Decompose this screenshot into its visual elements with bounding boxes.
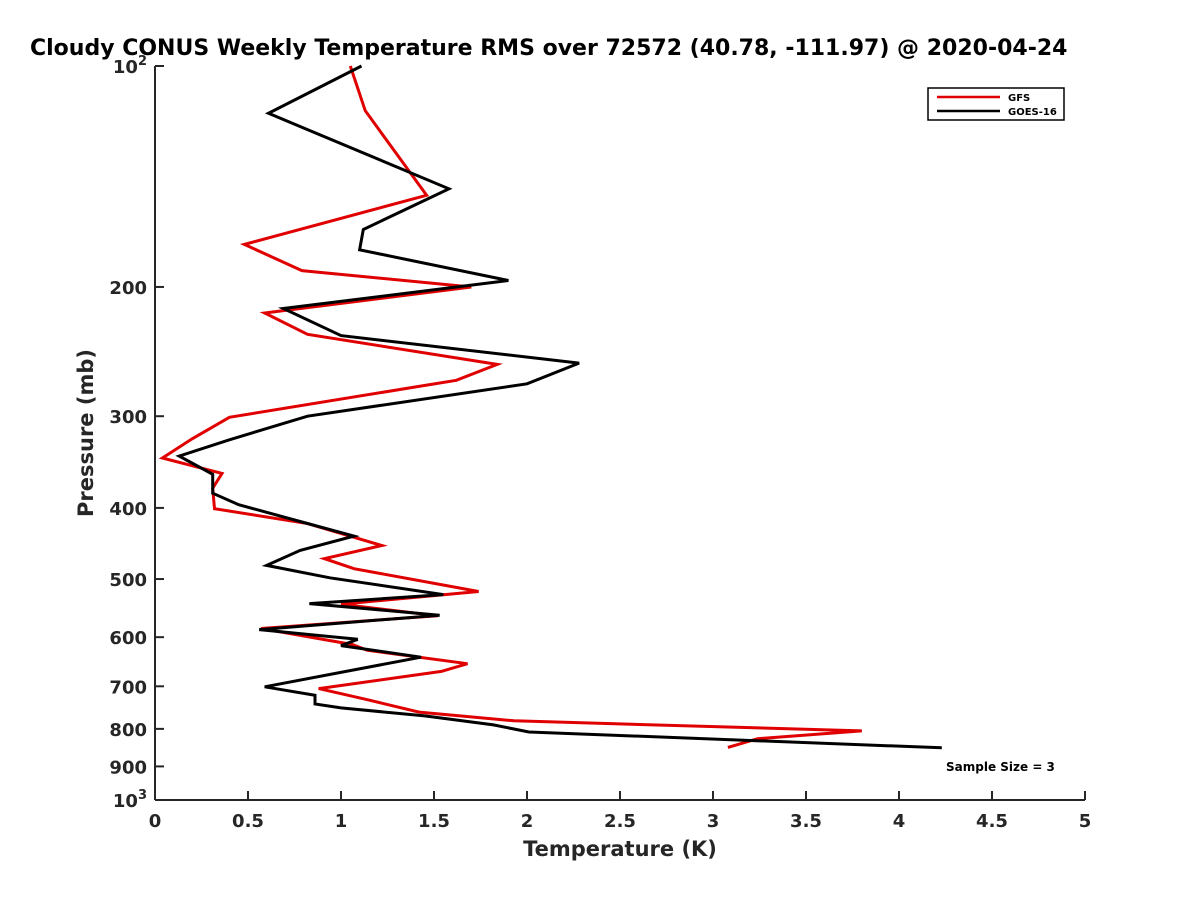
x-tick-label: 3.5 [790,811,822,832]
y-tick-label: 103 [113,788,147,812]
y-tick-label: 700 [109,677,147,698]
x-tick-label: 5 [1079,811,1092,832]
y-tick-label: 500 [109,570,147,591]
legend-label-gfs: GFS [1008,93,1030,104]
x-tick-label: 2 [521,811,534,832]
legend: GFS GOES-16 [927,87,1065,121]
y-axis-label: Pressure (mb) [74,349,98,517]
y-tick-label: 200 [109,278,147,299]
x-tick-label: 4.5 [976,811,1008,832]
y-tick-label: 400 [109,499,147,520]
legend-label-goes-16: GOES-16 [1008,107,1057,118]
x-tick-label: 2.5 [604,811,636,832]
chart-title: Cloudy CONUS Weekly Temperature RMS over… [30,36,1067,61]
x-tick-label: 4 [893,811,906,832]
y-tick-label: 600 [109,628,147,649]
y-tick-label: 900 [109,757,147,778]
x-axis-label: Temperature (K) [523,837,717,861]
y-tick-label: 800 [109,720,147,741]
y-tick-label: 102 [113,54,147,78]
series-line-goes-16 [175,64,942,750]
x-tick-label: 0 [149,811,162,832]
series-line-gfs [158,65,862,749]
y-ticks: 102 200 300 400 500 600 700 800 900 103 [109,54,164,812]
x-tick-label: 1.5 [418,811,450,832]
legend-box [927,87,1065,121]
sample-size-annotation: Sample Size = 3 [946,760,1055,774]
series-lines [158,64,942,750]
x-ticks: 0 0.5 1 1.5 2 2.5 3 3.5 4 4.5 5 [149,791,1092,832]
x-tick-label: 0.5 [232,811,264,832]
x-tick-label: 1 [335,811,348,832]
x-tick-label: 3 [707,811,720,832]
y-tick-label: 300 [109,407,147,428]
